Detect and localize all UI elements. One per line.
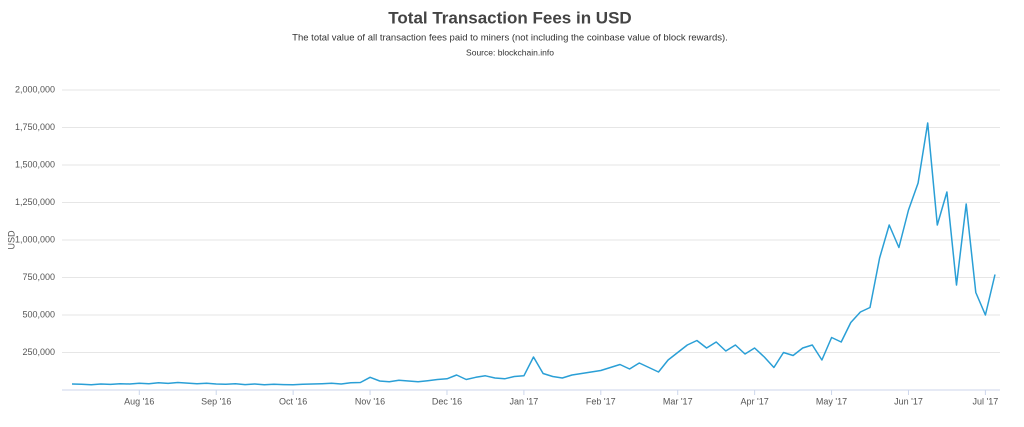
x-tick-label: Jan '17	[510, 396, 539, 406]
y-tick-label: 1,750,000	[15, 122, 55, 132]
y-tick-label: 1,000,000	[15, 234, 55, 244]
y-tick-label: 250,000	[22, 347, 55, 357]
data-line	[71, 122, 996, 386]
chart-source: Source: blockchain.info	[466, 47, 554, 57]
x-tick-label: Mar '17	[663, 396, 693, 406]
x-tick-label: Jul '17	[973, 396, 999, 406]
x-tick-label: Feb '17	[586, 396, 616, 406]
x-tick-label: Nov '16	[355, 396, 385, 406]
y-tick-label: 1,500,000	[15, 159, 55, 169]
y-tick-label: 500,000	[22, 309, 55, 319]
x-tick-label: Dec '16	[432, 396, 462, 406]
x-tick-label: Aug '16	[124, 396, 154, 406]
y-tick-label: 1,250,000	[15, 197, 55, 207]
y-tick-label: 750,000	[22, 272, 55, 282]
x-tick-label: May '17	[816, 396, 847, 406]
y-tick-label: 2,000,000	[15, 84, 55, 94]
x-tick-label: Oct '16	[279, 396, 307, 406]
x-tick-label: Jun '17	[894, 396, 923, 406]
x-tick-label: Apr '17	[741, 396, 769, 406]
y-axis-label: USD	[6, 230, 16, 250]
chart-title: Total Transaction Fees in USD	[388, 8, 631, 27]
x-tick-label: Sep '16	[201, 396, 231, 406]
chart-subtitle: The total value of all transaction fees …	[292, 33, 728, 44]
